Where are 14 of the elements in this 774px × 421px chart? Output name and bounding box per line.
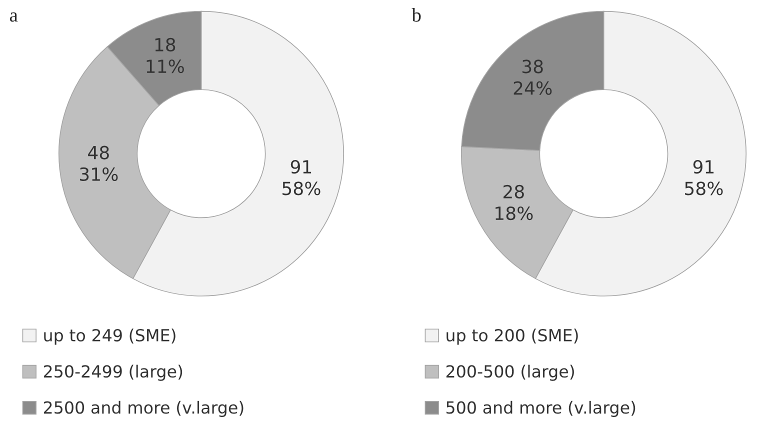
chart-title: b [412, 8, 421, 22]
data-label: 28 18% [496, 184, 533, 220]
data-label: 91 58% [282, 160, 320, 196]
chart-title: a [10, 12, 18, 22]
data-label: 38 24% [514, 60, 552, 95]
data-label: 48 31% [80, 146, 118, 182]
legend-label: 200-500 (large) [446, 364, 574, 381]
data-label: 18 11% [146, 38, 184, 74]
legend-label: 250-2499 (large) [44, 364, 182, 381]
legend-label: up to 200 (SME) [446, 328, 578, 345]
legend-label: 500 and more (v.large) [446, 400, 636, 418]
legend-label: 2500 and more (v.large) [44, 400, 244, 418]
legend-label: up to 249 (SME) [44, 328, 176, 345]
data-label: 91 58% [685, 160, 723, 196]
